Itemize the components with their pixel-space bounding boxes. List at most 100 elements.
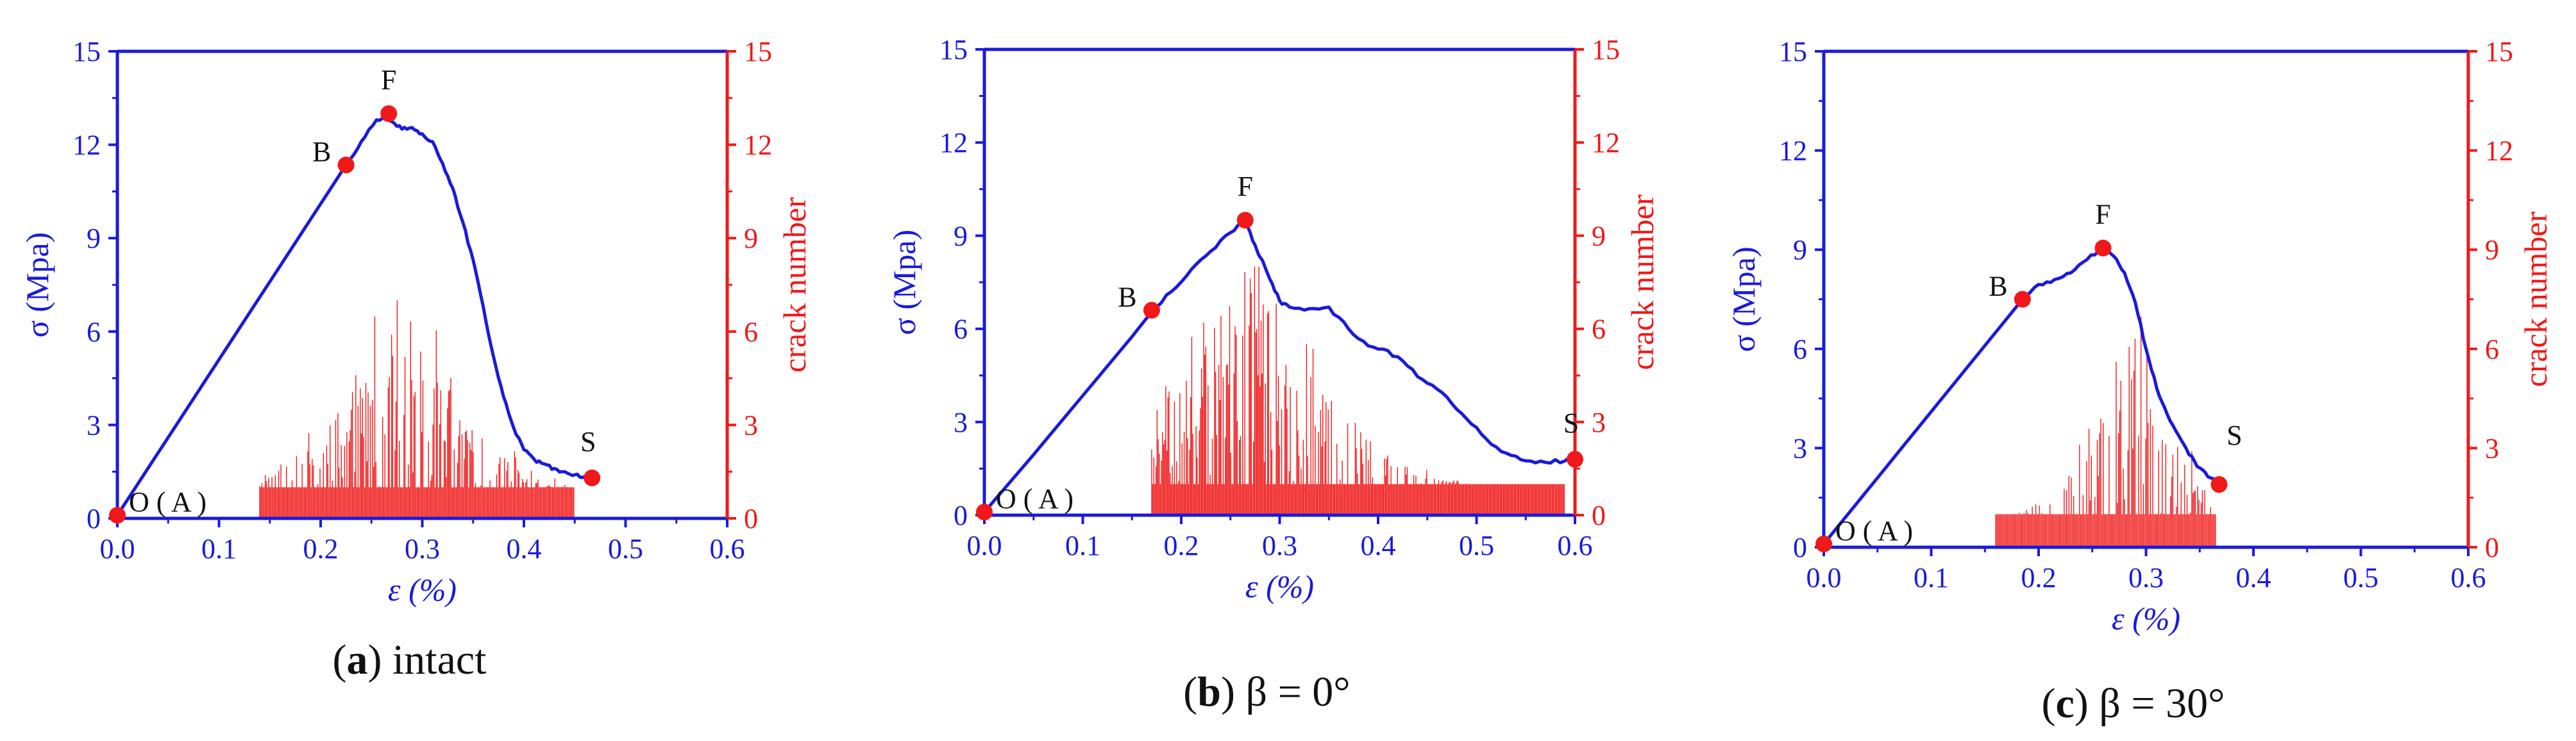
crack-spikes — [1995, 317, 2216, 547]
y-right-tick-label: 15 — [2485, 36, 2513, 67]
stress-strain-line — [983, 218, 1575, 513]
x-tick-label: 0.0 — [100, 533, 135, 565]
point-label: F — [381, 64, 396, 96]
point-label: S — [1563, 407, 1579, 439]
point-marker-s — [584, 469, 601, 486]
x-tick-label: 0.4 — [507, 533, 542, 565]
point-label: B — [312, 136, 331, 167]
y-right-tick-label: 9 — [2485, 234, 2499, 266]
point-marker-f — [1236, 212, 1254, 229]
caption-panel-letter: b — [1197, 669, 1221, 715]
point-label: F — [1238, 171, 1253, 202]
point-label: O ( A ) — [129, 486, 206, 518]
y-left-tick-label: 0 — [954, 500, 968, 531]
y-left-tick-label: 0 — [87, 503, 101, 534]
point-label: S — [580, 426, 596, 457]
x-tick-label: 0.2 — [303, 533, 339, 565]
x-axis-label: ε (%) — [388, 572, 457, 608]
y-right-tick-label: 0 — [1592, 500, 1606, 531]
caption-paren-close: ) — [2075, 680, 2099, 727]
point-label: S — [2227, 420, 2242, 451]
point-label: O ( A ) — [1835, 515, 1913, 547]
caption-text: β = 0° — [1245, 669, 1350, 715]
y-right-tick-label: 9 — [1592, 220, 1606, 251]
y-axis-right-label: crack number — [1624, 194, 1660, 370]
y-right-tick-label: 15 — [744, 36, 772, 67]
x-tick-label: 0.3 — [1262, 530, 1297, 561]
y-left-tick-label: 12 — [939, 127, 968, 158]
y-axis-left-label: σ (Mpa) — [886, 230, 922, 335]
y-left-tick-label: 12 — [72, 130, 101, 161]
x-tick-label: 0.3 — [2128, 562, 2164, 593]
y-left-tick-label: 3 — [954, 407, 968, 438]
crack-spikes — [259, 300, 575, 518]
x-tick-label: 0.1 — [1065, 530, 1100, 561]
x-tick-label: 0.6 — [710, 533, 745, 565]
y-right-tick-label: 3 — [1592, 407, 1606, 438]
caption-text: intact — [392, 636, 487, 683]
x-tick-label: 0.6 — [1558, 530, 1593, 561]
caption-paren-open: ( — [1183, 669, 1197, 715]
y-left-tick-label: 9 — [87, 223, 101, 254]
point-label: O ( A ) — [996, 483, 1073, 515]
caption-paren-close: ) — [367, 636, 392, 683]
caption-text: β = 30° — [2099, 680, 2225, 727]
y-right-tick-label: 3 — [2485, 432, 2499, 464]
x-tick-label: 0.6 — [2451, 562, 2486, 593]
point-marker-b — [2014, 291, 2031, 308]
y-right-tick-label: 15 — [1592, 34, 1620, 65]
y-right-tick-label: 0 — [2485, 532, 2499, 563]
x-tick-label: 0.4 — [1361, 530, 1396, 561]
point-marker-f — [380, 105, 398, 123]
y-right-tick-label: 6 — [1592, 314, 1606, 345]
y-left-tick-label: 9 — [954, 220, 968, 251]
x-tick-label: 0.0 — [1806, 562, 1842, 593]
y-left-tick-label: 6 — [1793, 334, 1807, 365]
y-right-tick-label: 12 — [2485, 135, 2513, 167]
point-marker-o — [1815, 535, 1832, 552]
y-right-tick-label: 6 — [744, 316, 758, 348]
caption-paren-open: ( — [332, 636, 346, 683]
y-left-tick-label: 3 — [1793, 432, 1807, 464]
y-left-tick-label: 9 — [1793, 234, 1807, 266]
y-right-tick-label: 12 — [744, 130, 772, 161]
panel-caption: (a) intact — [332, 636, 486, 683]
panel-caption: (b) β = 0° — [1183, 669, 1350, 715]
y-left-tick-label: 15 — [1779, 36, 1807, 67]
x-tick-label: 0.5 — [2343, 562, 2378, 593]
x-tick-label: 0.3 — [405, 533, 440, 565]
y-axis-left-label: σ (Mpa) — [19, 232, 55, 337]
y-axis-left-label: σ (Mpa) — [1726, 246, 1762, 352]
point-marker-b — [1143, 302, 1160, 319]
y-right-tick-label: 9 — [744, 223, 758, 254]
y-right-tick-label: 3 — [744, 409, 758, 441]
y-left-tick-label: 6 — [954, 314, 968, 345]
point-marker-o — [109, 507, 126, 524]
y-left-tick-label: 3 — [87, 409, 101, 441]
x-axis-label: ε (%) — [2112, 600, 2180, 636]
stress-strain-line — [1823, 246, 2220, 545]
point-marker-s — [2210, 476, 2228, 493]
x-tick-label: 0.2 — [1164, 530, 1199, 561]
point-marker-s — [1567, 450, 1583, 468]
y-axis-right-label: crack number — [777, 197, 812, 373]
point-label: F — [2095, 199, 2110, 230]
point-label: B — [1989, 271, 2007, 302]
y-left-tick-label: 15 — [72, 36, 101, 67]
x-tick-label: 0.0 — [967, 530, 1002, 561]
y-axis-right-label: crack number — [2518, 211, 2554, 387]
x-tick-label: 0.1 — [1914, 562, 1949, 593]
y-right-tick-label: 6 — [2485, 334, 2499, 365]
y-left-tick-label: 6 — [87, 316, 101, 348]
point-marker-o — [976, 504, 993, 521]
y-right-tick-label: 0 — [744, 503, 758, 534]
panel-caption: (c) β = 30° — [2042, 680, 2225, 727]
point-marker-f — [2094, 239, 2112, 257]
caption-panel-letter: c — [2056, 680, 2075, 727]
x-tick-label: 0.5 — [608, 533, 643, 565]
x-tick-label: 0.4 — [2236, 562, 2271, 593]
y-left-tick-label: 15 — [939, 34, 968, 65]
